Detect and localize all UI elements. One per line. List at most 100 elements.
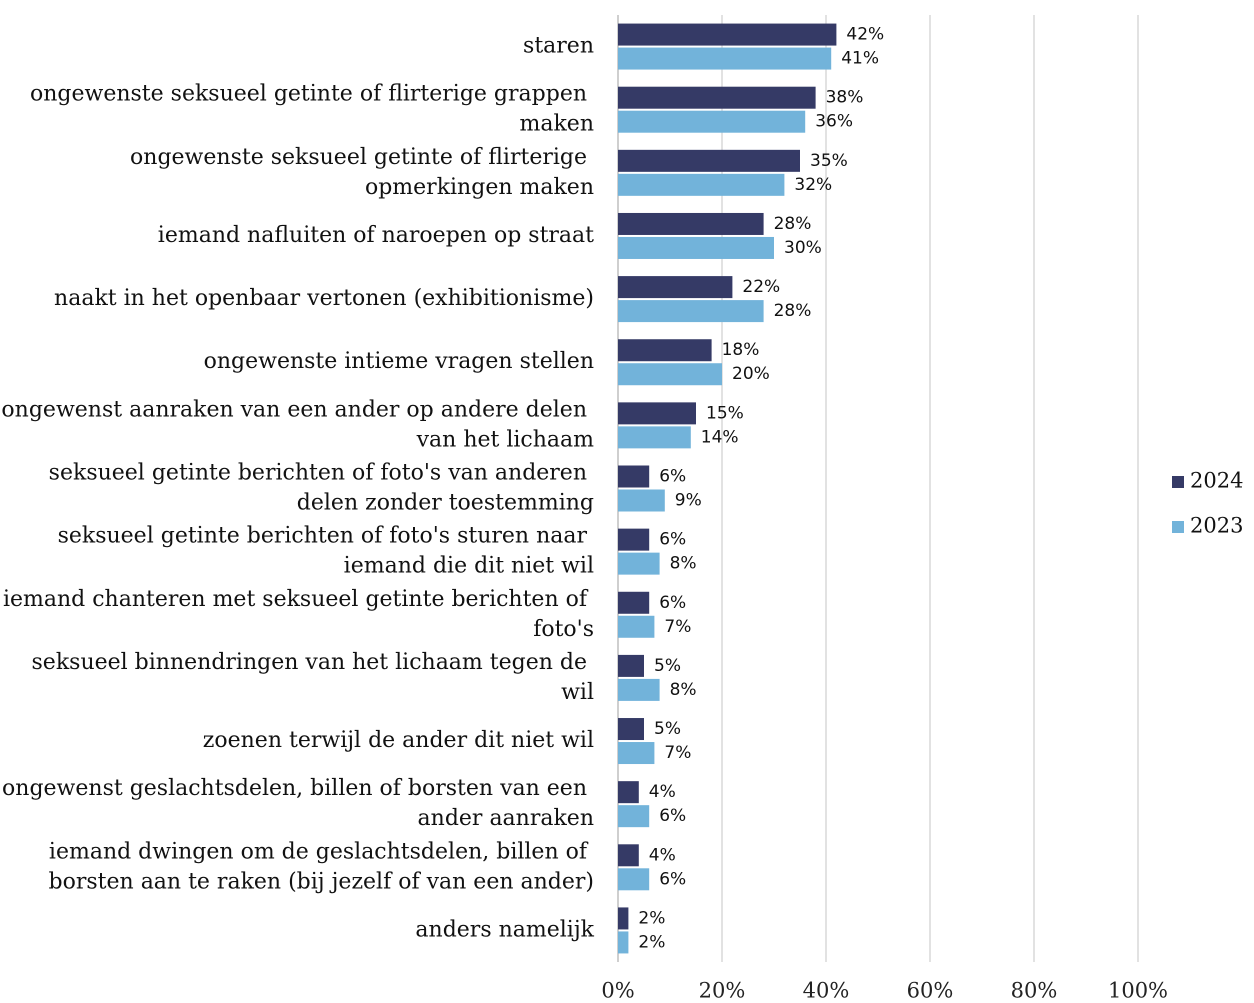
category-label-line: iemand die dit niet wil: [344, 554, 594, 579]
bar: [618, 552, 660, 575]
category-label-line: maken: [520, 112, 595, 137]
data-label: 8%: [670, 680, 697, 700]
data-label: 36%: [815, 112, 853, 132]
bar: [618, 426, 691, 449]
bar: [618, 212, 764, 235]
data-label: 6%: [659, 593, 686, 613]
bar: [618, 528, 650, 551]
bar: [618, 742, 655, 765]
bar: [618, 110, 806, 133]
bar: [618, 615, 655, 638]
category-label-line: van het lichaam: [416, 427, 595, 452]
data-label: 2%: [638, 908, 665, 928]
x-tick-label: 100%: [1108, 979, 1168, 1003]
data-label: 6%: [659, 530, 686, 550]
category-label-line: ander aanraken: [418, 806, 594, 831]
x-tick-label: 40%: [803, 979, 850, 1003]
category-label: ongewenst geslachtsdelen, billen of bors…: [2, 776, 594, 831]
category-label-line: iemand chanteren met seksueel getinte be…: [3, 587, 594, 612]
category-label-line: ongewenste intieme vragen stellen: [204, 349, 594, 374]
legend-swatch: [1172, 521, 1184, 533]
category-label: seksueel binnendringen van het lichaam t…: [32, 650, 594, 705]
bar: [618, 907, 629, 930]
data-label: 30%: [784, 238, 822, 258]
category-label: iemand nafluiten of naroepen op straat: [158, 223, 594, 248]
category-label-line: naakt in het openbaar vertonen (exhibiti…: [54, 286, 594, 311]
data-label: 41%: [841, 49, 879, 69]
data-label: 4%: [649, 845, 676, 865]
category-label: ongewenste intieme vragen stellen: [204, 349, 594, 374]
legend-swatch: [1172, 476, 1184, 488]
data-label: 14%: [701, 427, 739, 447]
bar: [618, 591, 650, 614]
bar: [618, 931, 629, 954]
bar: [618, 86, 816, 109]
bar: [618, 47, 832, 70]
data-label: 5%: [654, 656, 681, 676]
category-label-line: ongewenst aanraken van een ander op ande…: [1, 397, 594, 422]
category-label: zoenen terwijl de ander dit niet wil: [203, 728, 594, 753]
data-label: 5%: [654, 719, 681, 739]
category-label: seksueel getinte berichten of foto's van…: [49, 461, 594, 516]
data-label: 18%: [722, 340, 760, 360]
category-label: naakt in het openbaar vertonen (exhibiti…: [54, 286, 594, 311]
data-label: 22%: [742, 277, 780, 297]
bar: [618, 339, 712, 362]
category-label: ongewenst aanraken van een ander op ande…: [1, 397, 594, 452]
bar: [618, 844, 639, 867]
legend-label: 2023: [1190, 514, 1243, 538]
data-label: 32%: [794, 175, 832, 195]
data-label: 8%: [670, 554, 697, 574]
category-label: iemand dwingen om de geslachtsdelen, bil…: [49, 839, 594, 894]
category-label-line: seksueel getinte berichten of foto's van…: [49, 461, 594, 486]
data-label: 6%: [659, 869, 686, 889]
category-label: ongewenste seksueel getinte of flirterig…: [130, 145, 594, 200]
x-tick-label: 20%: [699, 979, 746, 1003]
category-label-line: borsten aan te raken (bij jezelf of van …: [49, 869, 594, 894]
bar: [618, 678, 660, 701]
category-label-line: staren: [523, 34, 594, 59]
category-label-line: iemand nafluiten of naroepen op straat: [158, 223, 594, 248]
category-label-line: iemand dwingen om de geslachtsdelen, bil…: [49, 839, 594, 864]
x-tick-label: 80%: [1011, 979, 1058, 1003]
x-tick-label: 0%: [601, 979, 634, 1003]
data-label: 6%: [659, 806, 686, 826]
category-label-line: seksueel getinte berichten of foto's stu…: [58, 524, 594, 549]
data-label: 15%: [706, 403, 744, 423]
bar: [618, 276, 733, 299]
category-label: iemand chanteren met seksueel getinte be…: [3, 587, 594, 642]
data-label: 2%: [638, 932, 665, 952]
category-label: anders namelijk: [415, 917, 594, 942]
data-label: 28%: [774, 301, 812, 321]
category-label-line: seksueel binnendringen van het lichaam t…: [32, 650, 594, 675]
bar: [618, 363, 722, 386]
bar: [618, 805, 650, 828]
data-label: 9%: [675, 491, 702, 511]
x-tick-label: 60%: [907, 979, 954, 1003]
bar: [618, 149, 800, 172]
bar: [618, 173, 785, 196]
category-label-line: anders namelijk: [415, 917, 594, 942]
category-label-line: zoenen terwijl de ander dit niet wil: [203, 728, 594, 753]
bar: [618, 236, 774, 259]
bar: [618, 402, 696, 425]
legend-label: 2024: [1190, 469, 1243, 493]
data-label: 6%: [659, 467, 686, 487]
bar: [618, 781, 639, 804]
data-label: 7%: [664, 743, 691, 763]
data-label: 42%: [846, 25, 884, 45]
category-label-line: ongewenste seksueel getinte of flirterig…: [130, 145, 594, 170]
category-label-line: foto's: [533, 617, 594, 642]
bar: [618, 654, 644, 677]
bar: [618, 23, 837, 46]
category-label: seksueel getinte berichten of foto's stu…: [58, 524, 594, 579]
data-label: 7%: [664, 617, 691, 637]
category-label-line: delen zonder toestemming: [297, 491, 594, 516]
data-label: 38%: [826, 88, 864, 108]
category-label: ongewenste seksueel getinte of flirterig…: [30, 82, 594, 137]
category-label-line: wil: [561, 680, 594, 705]
bar: [618, 868, 650, 891]
data-label: 35%: [810, 151, 848, 171]
